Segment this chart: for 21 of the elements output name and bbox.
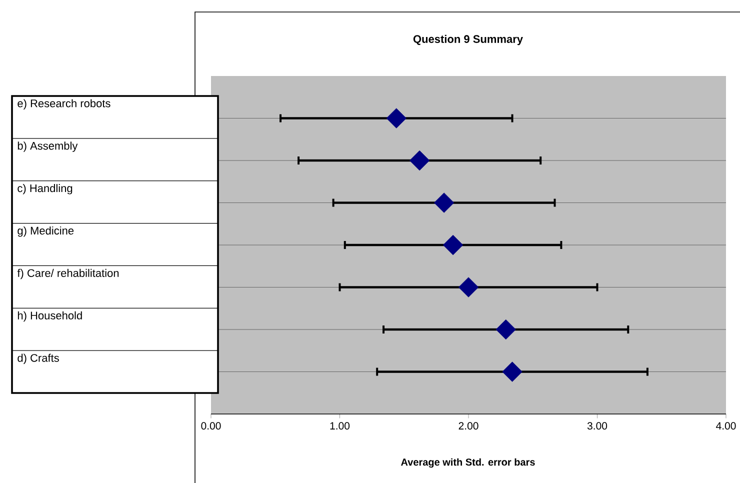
point xyxy=(386,108,406,128)
x-tick-label: 2.00 xyxy=(458,422,478,430)
y-tick-label: b) Assembly xyxy=(18,142,78,152)
x-tick-label: 3.00 xyxy=(587,422,608,430)
point xyxy=(458,277,479,298)
y-tick-label: e) Research robots xyxy=(18,99,110,110)
y-tick-label: d) Crafts xyxy=(18,354,59,364)
x-tick-label: 0.00 xyxy=(201,422,221,430)
y-tick-label: g) Medicine xyxy=(18,226,74,237)
x-tick-label: 4.00 xyxy=(716,422,736,430)
y-tick-label: c) Handling xyxy=(18,184,72,194)
x-tick-label: 1.00 xyxy=(330,422,350,430)
y-tick-label: f) Care/ rehabilitation xyxy=(17,268,119,280)
point xyxy=(496,319,516,340)
point xyxy=(442,234,464,256)
point xyxy=(409,150,430,171)
y-tick-label: h) Household xyxy=(18,311,82,322)
chart-title: Question 9 Summary xyxy=(413,34,523,46)
point xyxy=(434,192,454,213)
point xyxy=(502,362,522,382)
x-axis-title: Average with Std. error bars xyxy=(401,458,535,468)
